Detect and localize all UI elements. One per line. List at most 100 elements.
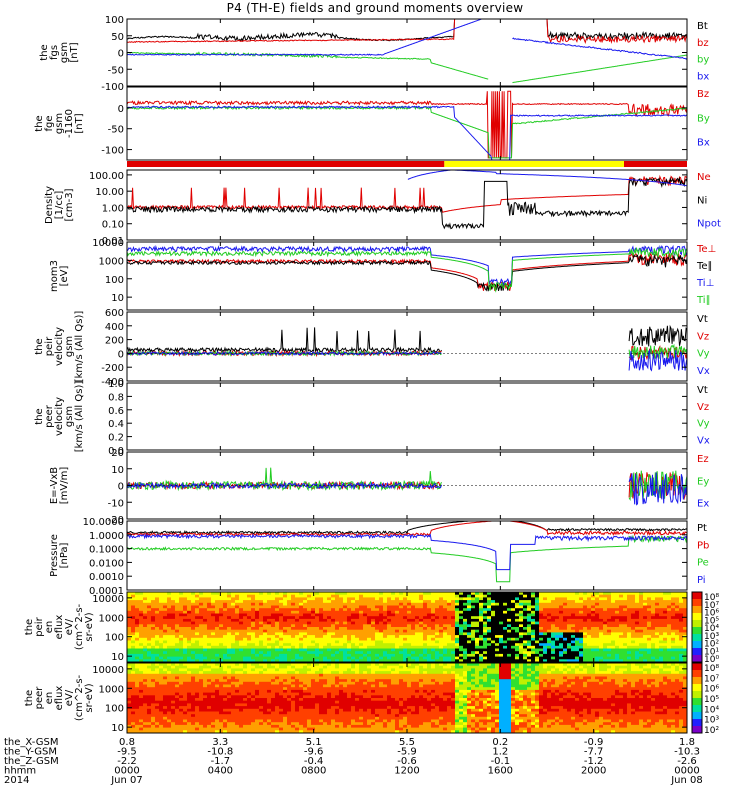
spectrogram-cell <box>195 613 200 617</box>
spectrogram-cell <box>271 600 276 604</box>
spectrogram-cell <box>147 676 152 680</box>
spectrogram-cell <box>291 653 296 658</box>
spectrogram-cell <box>251 605 256 609</box>
spectrogram-cell <box>399 624 404 628</box>
spectrogram-cell <box>347 637 352 642</box>
spectrogram-cell <box>511 629 516 633</box>
spectrogram-cell <box>151 673 156 678</box>
spectrogram-cell <box>187 592 192 596</box>
spectrogram-cell <box>187 695 192 699</box>
spectrogram-cell <box>323 629 328 633</box>
spectrogram-cell <box>227 616 232 620</box>
spectrogram-cell <box>531 600 536 604</box>
spectrogram-cell <box>259 659 264 662</box>
spectrogram-cell <box>639 632 644 636</box>
spectrogram-cell <box>135 730 140 733</box>
legend-Vy: Vy <box>697 419 710 430</box>
spectrogram-cell <box>147 602 152 607</box>
spectrogram-cell <box>519 656 524 660</box>
spectrogram-cell <box>379 629 384 633</box>
spectrogram-cell <box>227 659 232 662</box>
spectrogram-cell <box>163 679 168 683</box>
spectrogram-cell <box>315 627 320 631</box>
spectrogram-cell <box>147 700 152 704</box>
spectrogram-cell <box>263 629 268 633</box>
spectrogram-cell <box>523 627 528 631</box>
spectrogram-cell <box>179 711 184 715</box>
spectrogram-cell <box>611 635 616 639</box>
spectrogram-cell <box>199 714 204 718</box>
spectrogram-cell <box>179 605 184 609</box>
spectrogram-cell <box>535 608 540 612</box>
spectrogram-cell <box>223 632 228 636</box>
spectrogram-cell <box>127 714 132 718</box>
colorbar-segment <box>692 655 702 663</box>
spectrogram-cell <box>643 656 648 660</box>
spectrogram-cell <box>127 632 132 636</box>
spectrogram-cell <box>375 629 380 633</box>
spectrogram-cell <box>211 681 216 686</box>
spectrogram-cell <box>187 700 192 704</box>
spectrogram-cell <box>371 632 376 636</box>
spectrogram-cell <box>623 632 628 636</box>
spectrogram-cell <box>227 679 232 683</box>
spectrogram-cell <box>167 671 172 675</box>
spectrogram-cell <box>163 719 168 723</box>
y-axis-label: the fgs gsm [nT] <box>39 42 80 63</box>
legend-bx: bx <box>697 71 709 82</box>
spectrogram-cell <box>187 706 192 710</box>
spectrogram-cell <box>219 722 224 726</box>
spectrogram-cell <box>523 632 528 636</box>
spectrogram-cell <box>155 602 160 607</box>
spectrogram-cell <box>431 605 436 609</box>
spectrogram-cell <box>159 714 164 718</box>
spectrogram-cell <box>167 613 172 617</box>
spectrogram-cell <box>291 637 296 642</box>
spectrogram-cell <box>379 605 384 609</box>
spectrogram-cell <box>431 645 436 650</box>
spectrogram-cell <box>511 651 516 655</box>
spectrogram-cell <box>355 648 360 652</box>
y-tick-label: 100.00 <box>89 171 124 182</box>
spectrogram-cell <box>559 653 564 658</box>
legend-bz: bz <box>697 38 709 49</box>
spectrogram-cell <box>591 597 596 601</box>
spectrogram-cell <box>603 653 608 658</box>
spectrogram-cell <box>191 635 196 639</box>
spectrogram-cell <box>379 616 384 620</box>
spectrogram-cell <box>415 651 420 655</box>
spectrogram-cell <box>511 648 516 652</box>
spectrogram-cell <box>459 605 464 609</box>
spectrogram-cell <box>455 621 460 625</box>
spectrogram-cell <box>239 610 244 615</box>
spectrogram-cell <box>307 637 312 642</box>
spectrogram-cell <box>603 618 608 623</box>
spectrogram-cell <box>427 613 432 617</box>
spectrogram-cell <box>163 671 168 675</box>
spectrogram-cell <box>411 613 416 617</box>
spectrogram-cell <box>491 602 496 607</box>
spectrogram-cell <box>543 629 548 633</box>
spectrogram-cell <box>171 648 176 652</box>
spectrogram-cell <box>187 659 192 662</box>
spectrogram-cell <box>175 594 180 598</box>
spectrogram-cell <box>139 722 144 726</box>
spectrogram-cell <box>127 616 132 620</box>
colorbar-segment <box>692 599 702 607</box>
spectrogram-cell <box>387 592 392 596</box>
spectrogram-cell <box>367 605 372 609</box>
spectrogram-cell <box>591 651 596 655</box>
spectrogram-cell <box>683 648 687 652</box>
spectrogram-cell <box>227 594 232 598</box>
spectrogram-cell <box>439 643 444 647</box>
spectrogram-cell <box>287 602 292 607</box>
spectrogram-cell <box>491 656 496 660</box>
spectrogram-cell <box>379 613 384 617</box>
spectrogram-cell <box>239 684 244 688</box>
spectrogram-cell <box>375 637 380 642</box>
spectrogram-cell <box>391 597 396 601</box>
spectrogram-cell <box>683 602 687 607</box>
y-tick-label: 10 <box>111 293 124 304</box>
spectrogram-cell <box>383 651 388 655</box>
spectrogram-cell <box>223 648 228 652</box>
